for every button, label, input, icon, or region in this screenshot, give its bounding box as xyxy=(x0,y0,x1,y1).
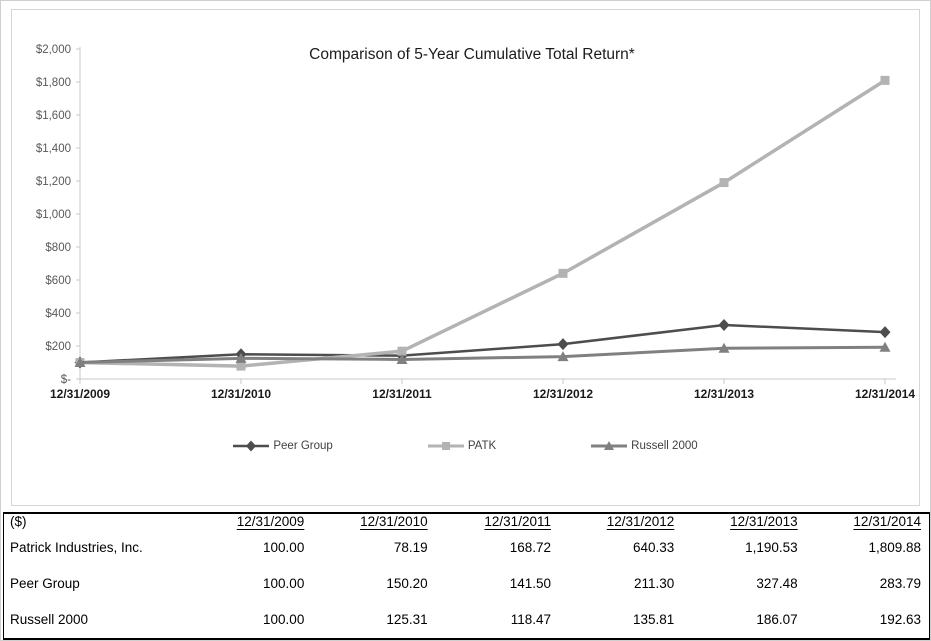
x-tick-label: 12/31/2012 xyxy=(533,387,593,401)
row-value: 327.48 xyxy=(756,575,798,591)
x-tick-label: 12/31/2011 xyxy=(372,387,432,401)
returns-table-panel: ($) 12/31/2009 12/31/2010 12/31/2011 12/31/2… xyxy=(3,512,930,640)
legend-label-russell-2000: Russell 2000 xyxy=(631,440,698,452)
table-header-row: ($) 12/31/2009 12/31/2010 12/31/2011 12/31/2… xyxy=(4,514,929,529)
line-chart: $- $200 $400 $600 $800 $1,000 $1,200 $1,400 $1,6… xyxy=(36,44,916,401)
row-label: Patrick Industries, Inc. xyxy=(10,539,143,555)
row-value: 125.31 xyxy=(386,612,428,628)
table-row: Peer Group 100.00 150.20 141.50 211.30 327.48… xyxy=(4,565,929,601)
legend-glyph xyxy=(441,442,450,450)
table-unit-header: ($) xyxy=(10,514,27,529)
table-row: Patrick Industries, Inc. 100.00 78.19 168.7… xyxy=(4,529,929,565)
y-tick-label: $1,000 xyxy=(36,209,71,221)
marker-russell-2000 xyxy=(396,353,408,364)
legend-marker-patk-icon xyxy=(427,442,464,450)
row-value: 1,190.53 xyxy=(745,539,798,555)
row-value: 135.81 xyxy=(633,612,675,628)
legend-item-patk: PATK xyxy=(427,440,497,452)
marker-russell-2000 xyxy=(557,351,569,362)
legend-glyph xyxy=(246,440,257,452)
marker-patk xyxy=(880,75,890,85)
x-tick-label: 12/31/2014 xyxy=(855,387,915,401)
y-tick-label: $- xyxy=(61,374,71,386)
marker-patk xyxy=(719,178,729,188)
table-col-header: 12/31/2014 xyxy=(853,514,921,529)
row-value: 141.50 xyxy=(509,575,551,591)
table-col-header: 12/31/2009 xyxy=(236,514,305,529)
marker-russell-2000 xyxy=(879,341,891,352)
y-tick-label: $1,600 xyxy=(36,110,71,122)
x-tick-label: 12/31/2010 xyxy=(211,387,271,401)
row-value: 100.00 xyxy=(263,612,305,628)
row-value: 100.00 xyxy=(263,539,305,555)
legend-glyph xyxy=(604,441,615,450)
row-value: 186.07 xyxy=(756,612,798,628)
x-tick-label: 12/31/2009 xyxy=(50,387,110,401)
row-value: 150.20 xyxy=(386,575,428,591)
row-value: 118.47 xyxy=(510,612,551,628)
marker-russell-2000 xyxy=(235,352,247,363)
row-value: 168.72 xyxy=(509,539,551,555)
chart-panel: $- $200 $400 $600 $800 $1,000 $1,200 $1,400 $1,6… xyxy=(11,9,920,506)
y-tick-label: $800 xyxy=(45,242,71,254)
row-label: Peer Group xyxy=(10,575,80,591)
returns-table: ($) 12/31/2009 12/31/2010 12/31/2011 12/31/2… xyxy=(4,514,929,638)
row-value: 1,809.88 xyxy=(868,539,921,555)
legend-marker-peer-group-icon xyxy=(233,440,270,452)
table-col-header: 12/31/2011 xyxy=(484,514,551,529)
y-tick-label: $1,400 xyxy=(36,143,71,155)
marker-peer-group xyxy=(718,318,730,331)
legend-item-russell-2000: Russell 2000 xyxy=(591,440,698,452)
x-tick-label: 12/31/2013 xyxy=(694,387,754,401)
series-line-peer-group xyxy=(79,323,886,364)
series-line-patk xyxy=(79,78,886,368)
table-col-header: 12/31/2013 xyxy=(730,514,798,529)
legend-marker-russell-2000-icon xyxy=(591,441,628,450)
marker-russell-2000 xyxy=(718,342,730,353)
y-tick-label: $1,800 xyxy=(36,77,71,89)
row-value: 211.30 xyxy=(634,575,675,591)
table-col-header: 12/31/2012 xyxy=(606,514,675,529)
marker-russell-2000 xyxy=(74,357,86,367)
marker-peer-group xyxy=(557,338,569,351)
row-label: Russell 2000 xyxy=(10,612,89,628)
y-tick-label: $600 xyxy=(45,275,71,287)
row-value: 78.19 xyxy=(393,539,428,555)
legend-label-peer-group: Peer Group xyxy=(273,440,333,452)
y-tick-label: $400 xyxy=(45,308,71,320)
row-value: 100.00 xyxy=(263,575,305,591)
marker-peer-group xyxy=(879,326,891,339)
chart-title: Comparison of 5-Year Cumulative Total Re… xyxy=(309,46,635,63)
y-tick-label: $2,000 xyxy=(36,44,71,56)
legend-label-patk: PATK xyxy=(467,440,497,452)
table-col-header: 12/31/2010 xyxy=(360,514,428,529)
y-tick-label: $1,200 xyxy=(36,176,71,188)
marker-patk xyxy=(236,361,246,371)
legend-item-peer-group: Peer Group xyxy=(233,440,333,452)
chart-legend: Peer Group PATK Russell 2000 xyxy=(12,440,919,452)
marker-patk xyxy=(558,268,568,278)
series-line-russell-2000 xyxy=(79,345,886,364)
y-tick-label: $200 xyxy=(45,341,71,353)
marker-patk xyxy=(397,346,407,356)
row-value: 640.33 xyxy=(633,539,675,555)
table-row: Russell 2000 100.00 125.31 118.47 135.81 186.… xyxy=(4,602,929,638)
row-value: 283.79 xyxy=(879,575,921,591)
row-value: 192.63 xyxy=(879,612,921,628)
